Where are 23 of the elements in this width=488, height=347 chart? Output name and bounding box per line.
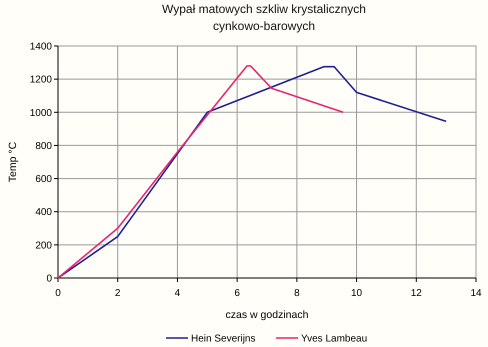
x-axis-title: czas w godzinach	[226, 309, 309, 321]
y-tick-label: 600	[35, 174, 52, 186]
y-tick-label: 1400	[30, 42, 52, 52]
y-axis-title: Temp °C	[7, 141, 19, 182]
legend-label: Hein Severijns	[191, 334, 256, 344]
line-series	[57, 66, 447, 279]
x-tick-label: 6	[234, 288, 240, 299]
x-tick-label: 12	[410, 288, 422, 299]
line-series	[57, 65, 344, 279]
y-tick-label: 200	[35, 240, 52, 252]
y-tick-label: 800	[35, 140, 52, 152]
x-tick-label: 4	[174, 288, 181, 299]
chart-title: Wypał matowych szkliw krystalicznych cynkowo-barowych	[162, 2, 366, 33]
y-tick-label: 1200	[30, 74, 52, 86]
y-tick-label: 400	[35, 207, 52, 218]
y-tick-label: 0	[46, 274, 52, 284]
legend-label: Yves Lambeau	[301, 334, 368, 344]
x-tick-label: 2	[114, 288, 121, 299]
y-tick-label: 1000	[30, 108, 52, 119]
x-tick-label: 10	[351, 288, 363, 299]
x-tick-label: 14	[470, 288, 482, 299]
x-tick-label: 8	[294, 288, 300, 299]
x-tick-label: 0	[55, 288, 62, 299]
